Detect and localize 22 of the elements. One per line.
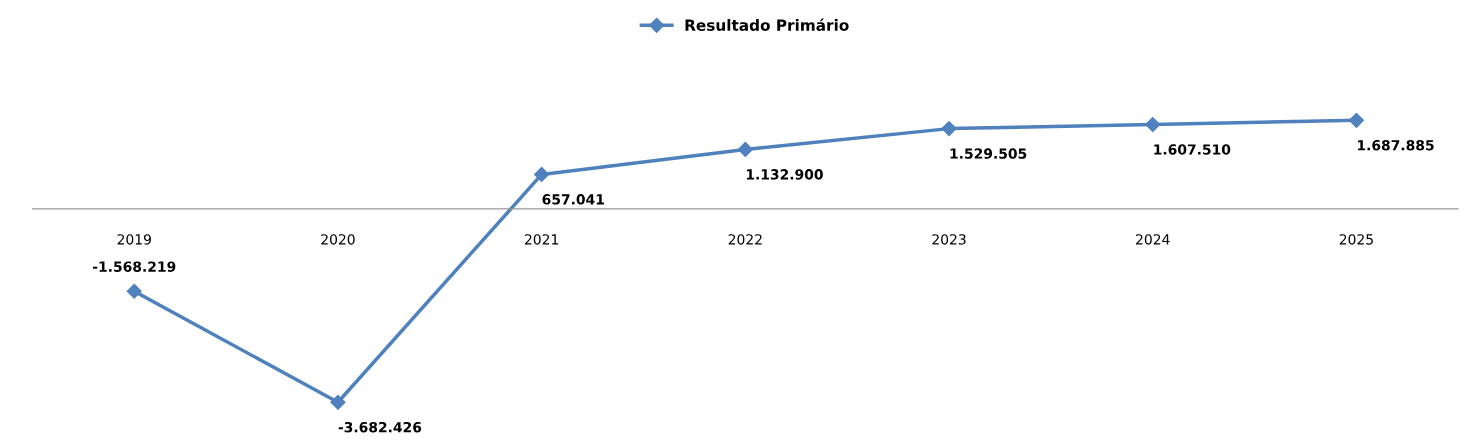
- x-tick-label: 2025: [1339, 234, 1373, 245]
- x-tick-label: 2021: [524, 234, 559, 245]
- data-label: 1.529.505: [950, 148, 1027, 159]
- legend-label: Resultado Primário: [685, 18, 849, 31]
- x-tick-label: 2020: [321, 234, 355, 245]
- point: [1348, 112, 1364, 128]
- data-label: -3.682.426: [338, 421, 422, 433]
- data-label: -1.568.219: [93, 261, 176, 272]
- x-tick-label: 2024: [1136, 234, 1170, 245]
- point: [737, 141, 753, 158]
- point: [1145, 116, 1161, 133]
- data-label: 1.607.510: [1154, 144, 1231, 155]
- point: [126, 283, 142, 299]
- x-tick-label: 2022: [728, 234, 762, 245]
- x-tick-label: 2019: [117, 234, 151, 245]
- data-label: 1.687.885: [1357, 139, 1434, 151]
- data-label: 1.132.900: [746, 169, 823, 180]
- point: [941, 121, 957, 137]
- data-label: 657.041: [542, 194, 604, 205]
- point: [534, 166, 550, 182]
- point: [330, 394, 346, 410]
- x-tick-label: 2023: [932, 234, 966, 245]
